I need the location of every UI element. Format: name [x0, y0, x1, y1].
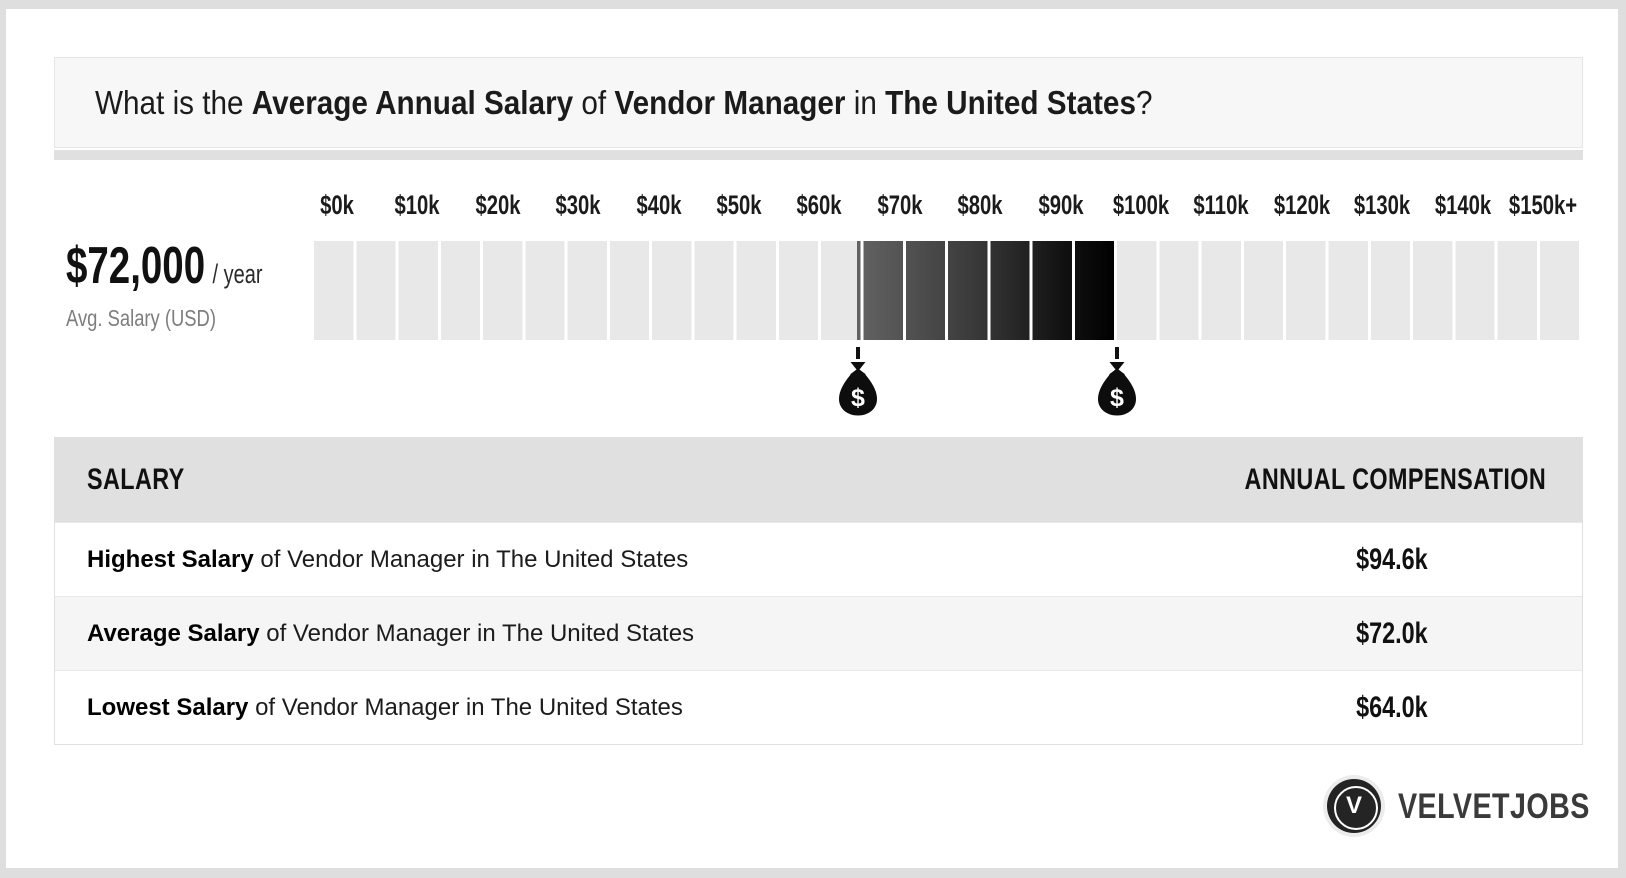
axis-tick-label: $10k: [394, 190, 440, 220]
question-text: What is the Average Annual Salary of Ven…: [95, 84, 1152, 122]
svg-text:$: $: [851, 384, 865, 412]
question-part: ?: [1135, 83, 1153, 121]
row-label: Lowest Salary of Vendor Manager in The U…: [87, 694, 683, 721]
axis-tick-label: $110k: [1193, 190, 1249, 220]
axis-tick-label: $120k: [1273, 190, 1331, 220]
per-year-label: / year: [212, 259, 263, 289]
row-value-cell: $72.0k: [1202, 617, 1582, 651]
svg-text:$: $: [1110, 384, 1124, 412]
axis-tick-label: $60k: [796, 190, 842, 220]
row-label: Highest Salary of Vendor Manager in The …: [87, 546, 688, 573]
compensation-header-cell: ANNUAL COMPENSATION: [1202, 463, 1582, 497]
axis-tick-label: $70k: [877, 190, 923, 220]
logo-ring: [1334, 786, 1378, 830]
question-part: in: [845, 83, 886, 121]
velvetjobs-logo[interactable]: V VELVETJOBS: [1323, 775, 1589, 837]
question-highlight-location: The United States: [885, 83, 1136, 121]
row-value-cell: $64.0k: [1202, 691, 1582, 725]
question-highlight-role: Vendor Manager: [614, 83, 846, 121]
axis-tick-label: $150k+: [1508, 190, 1578, 220]
salary-range-bar: [314, 241, 1582, 340]
row-label-bold: Average Salary: [87, 619, 260, 647]
brand-name: VELVETJOBS: [1398, 787, 1590, 826]
row-label: Average Salary of Vendor Manager in The …: [87, 620, 694, 647]
row-label-rest: of Vendor Manager in The United States: [259, 619, 695, 647]
axis-tick-label: $100k: [1112, 190, 1170, 220]
row-label-bold: Highest Salary: [87, 545, 254, 573]
row-label-cell: Highest Salary of Vendor Manager in The …: [55, 546, 1202, 574]
salary-header-label: SALARY: [87, 463, 185, 496]
axis-tick-label: $0k: [320, 190, 354, 220]
row-label-cell: Average Salary of Vendor Manager in The …: [55, 620, 1202, 648]
axis-tick-label: $130k: [1353, 190, 1411, 220]
question-part: What is the: [95, 83, 252, 121]
logo-letter: V: [1345, 792, 1362, 819]
average-salary-value: $72,000: [66, 237, 206, 295]
table-row-highest: Highest Salary of Vendor Manager in The …: [55, 522, 1582, 596]
row-label-rest: of Vendor Manager in The United States: [253, 545, 689, 573]
row-value: $72.0k: [1356, 616, 1428, 650]
average-salary-summary: $72,000/ year Avg. Salary (USD): [66, 236, 332, 332]
salary-header-cell: SALARY: [55, 463, 1202, 497]
question-box: What is the Average Annual Salary of Ven…: [54, 57, 1583, 148]
axis-tick-label: $90k: [1038, 190, 1084, 220]
table-row-average: Average Salary of Vendor Manager in The …: [55, 596, 1582, 670]
average-salary-caption: Avg. Salary (USD): [66, 305, 216, 331]
content-card: What is the Average Annual Salary of Ven…: [6, 9, 1618, 868]
question-box-shadow: [54, 150, 1583, 160]
axis-tick-label: $40k: [636, 190, 682, 220]
axis-tick-label: $20k: [475, 190, 521, 220]
question-highlight-salary: Average Annual Salary: [251, 83, 574, 121]
lowest-salary-marker: $: [836, 362, 880, 421]
table-header-row: SALARY ANNUAL COMPENSATION: [55, 438, 1582, 522]
axis-tick-label: $50k: [716, 190, 762, 220]
money-bag-icon: $: [1098, 362, 1136, 416]
highest-salary-tick: [1115, 347, 1119, 359]
highest-salary-marker: $: [1095, 362, 1139, 421]
average-salary-line: $72,000/ year: [66, 236, 262, 296]
row-value-cell: $94.6k: [1202, 543, 1582, 577]
row-label-bold: Lowest Salary: [87, 693, 249, 721]
row-label-cell: Lowest Salary of Vendor Manager in The U…: [55, 694, 1202, 722]
money-bag-icon: $: [839, 362, 877, 416]
salary-table: SALARY ANNUAL COMPENSATION Highest Salar…: [54, 437, 1583, 745]
axis-tick-label: $80k: [957, 190, 1003, 220]
axis-tick-label: $140k: [1434, 190, 1492, 220]
lowest-salary-tick: [856, 347, 860, 359]
axis-tick-label: $30k: [555, 190, 601, 220]
row-value: $94.6k: [1356, 542, 1428, 576]
table-row-lowest: Lowest Salary of Vendor Manager in The U…: [55, 670, 1582, 744]
row-value: $64.0k: [1356, 690, 1428, 724]
compensation-header-label: ANNUAL COMPENSATION: [1244, 463, 1547, 496]
question-part: of: [573, 83, 615, 121]
salary-axis: $0k $10k $20k $30k $40k $50k $60k $70k $…: [314, 190, 1582, 220]
logo-circle-icon: V: [1327, 779, 1381, 833]
row-label-rest: of Vendor Manager in The United States: [248, 693, 683, 721]
